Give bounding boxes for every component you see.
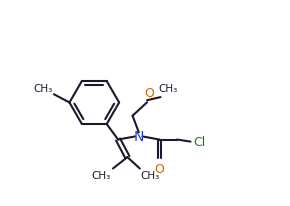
Text: CH₃: CH₃	[34, 84, 53, 94]
Text: O: O	[144, 87, 154, 100]
Text: O: O	[155, 162, 164, 175]
Text: CH₃: CH₃	[158, 84, 178, 94]
Text: CH₃: CH₃	[141, 170, 160, 180]
Text: N: N	[134, 130, 144, 144]
Text: CH₃: CH₃	[92, 170, 111, 180]
Text: Cl: Cl	[194, 136, 206, 148]
